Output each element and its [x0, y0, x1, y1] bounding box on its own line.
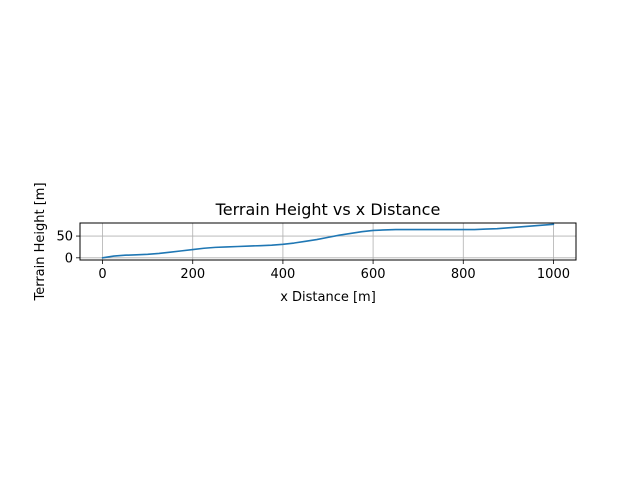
series-layer	[101, 223, 555, 259]
x-tick-label: 400	[270, 267, 295, 282]
grid	[80, 223, 576, 260]
x-tick-label: 0	[98, 267, 106, 282]
x-tick-label: 200	[180, 267, 205, 282]
plot-frame	[79, 222, 577, 261]
y-axis-label: Terrain Height [m]	[33, 182, 48, 301]
x-tick-label: 1000	[537, 267, 570, 282]
chart-title: Terrain Height vs x Distance	[215, 200, 441, 219]
y-tick-label: 50	[56, 230, 73, 245]
y-tick-label: 0	[65, 251, 73, 266]
x-tick-label: 800	[451, 267, 476, 282]
terrain-height-line	[101, 223, 555, 259]
ticks: 0 200 400 600 800 1000 0 50	[56, 230, 570, 282]
x-tick-label: 600	[361, 267, 386, 282]
x-axis-label: x Distance [m]	[280, 290, 376, 305]
